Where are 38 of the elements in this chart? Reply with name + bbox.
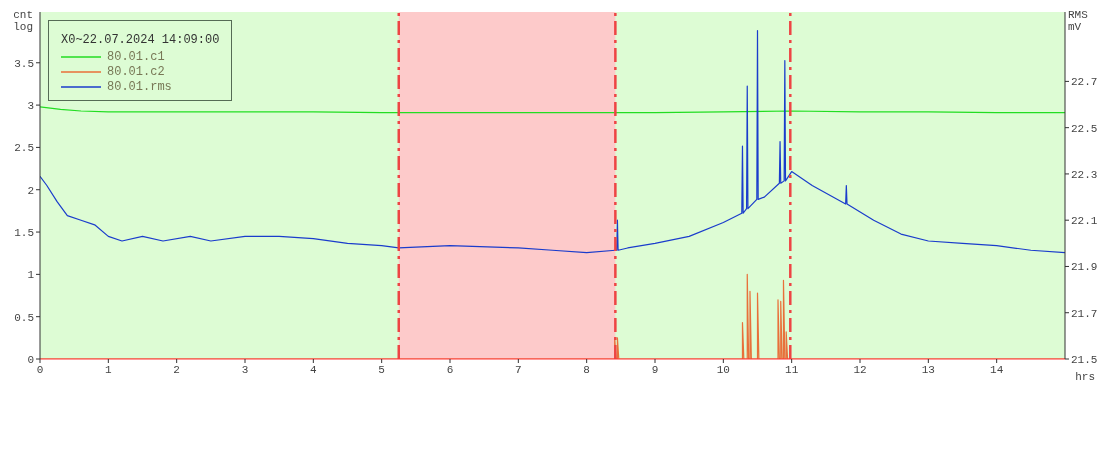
legend-label: 80.01.c2 <box>107 64 165 79</box>
x-tick-label: 12 <box>853 363 867 376</box>
y-tick-label: 2.5 <box>14 142 34 155</box>
y-tick-label: 0 <box>27 353 34 366</box>
y2-tick-label: 21.5 <box>1071 353 1098 366</box>
y-tick-label: 2 <box>27 184 34 197</box>
y2-tick-label: 22.3 <box>1071 168 1098 181</box>
legend-label: 80.01.c1 <box>107 49 165 64</box>
x-tick-label: 8 <box>583 363 590 376</box>
x-tick-label: 4 <box>310 363 318 376</box>
x-tick-label: 6 <box>446 363 454 376</box>
x-tick-label: 2 <box>173 363 180 376</box>
y2-tick-label: 22.5 <box>1071 122 1098 135</box>
y2-tick-label: 21.7 <box>1071 307 1098 320</box>
y-axis-title: cnt log <box>13 9 33 33</box>
y-tick-label: 1 <box>27 269 35 282</box>
y-tick-label: 0.5 <box>14 311 34 324</box>
y2-axis-title: RMS mV <box>1068 9 1089 33</box>
y2-tick-label: 22.7 <box>1071 76 1098 89</box>
x-tick-label: 14 <box>990 363 1004 376</box>
x-tick-label: 0 <box>36 363 44 376</box>
x-tick-label: 5 <box>378 363 385 376</box>
y-tick-label: 3 <box>27 100 34 112</box>
x-tick-label: 9 <box>651 363 659 376</box>
y-tick-label: 1.5 <box>14 226 34 239</box>
x-tick-label: 11 <box>785 363 799 376</box>
line-series <box>40 29 1065 254</box>
y-tick-label: 3.5 <box>14 57 34 70</box>
y2-tick-label: 22.1 <box>1071 215 1098 228</box>
legend-label: 80.01.rms <box>107 79 172 94</box>
x-tick-label: 13 <box>921 363 935 376</box>
legend-title: X0~22.07.2024 14:09:00 <box>61 33 220 47</box>
x-tick-label: 7 <box>515 363 522 376</box>
x-tick-label: 3 <box>241 363 249 376</box>
x-tick-label: 1 <box>105 363 113 376</box>
x-tick-label: 10 <box>716 363 730 376</box>
y2-tick-label: 21.9 <box>1071 261 1098 274</box>
x-axis-title: hrs <box>1075 371 1095 383</box>
